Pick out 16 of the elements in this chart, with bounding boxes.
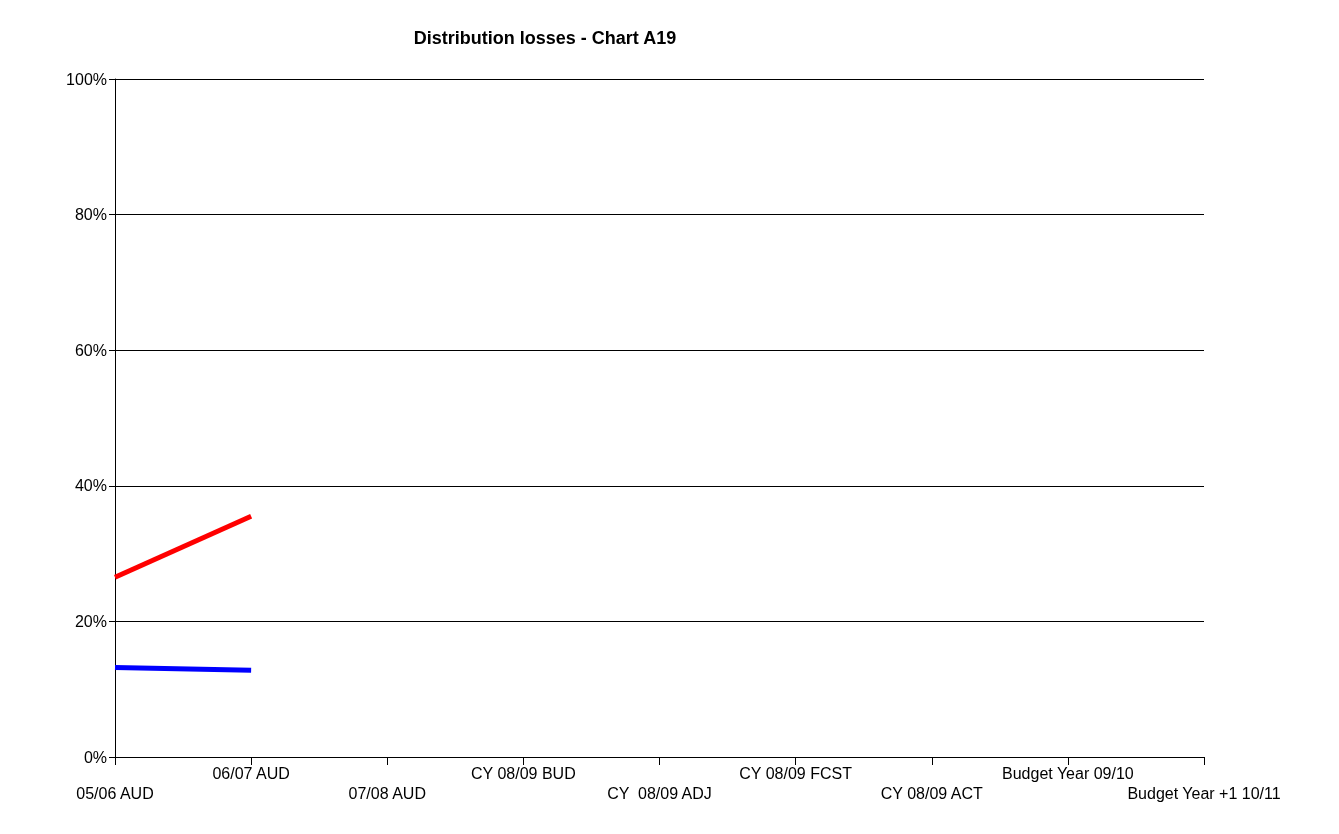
y-tick-label: 0% <box>83 748 107 766</box>
x-tick-label: 07/08 AUD <box>348 784 426 802</box>
y-tick-label: 80% <box>74 206 107 224</box>
x-tick-label: CY 08/09 FCST <box>739 764 853 782</box>
chart-title: Distribution losses - Chart A19 <box>413 28 677 48</box>
x-tick-label: CY 08/09 ADJ <box>607 784 712 802</box>
y-tick-label: 20% <box>74 612 107 630</box>
x-tick-label: 06/07 AUD <box>212 764 290 782</box>
y-tick-label: 100% <box>66 70 107 88</box>
x-tick-label: Budget Year 09/10 <box>1002 764 1134 782</box>
y-tick-label: 60% <box>74 341 107 359</box>
x-tick-label: CY 08/09 BUD <box>471 764 576 782</box>
x-tick-label: 05/06 AUD <box>76 784 154 802</box>
y-tick-label: 40% <box>74 477 107 495</box>
x-tick-label: Budget Year +1 10/11 <box>1127 784 1281 802</box>
x-tick-label: CY 08/09 ACT <box>880 784 983 802</box>
